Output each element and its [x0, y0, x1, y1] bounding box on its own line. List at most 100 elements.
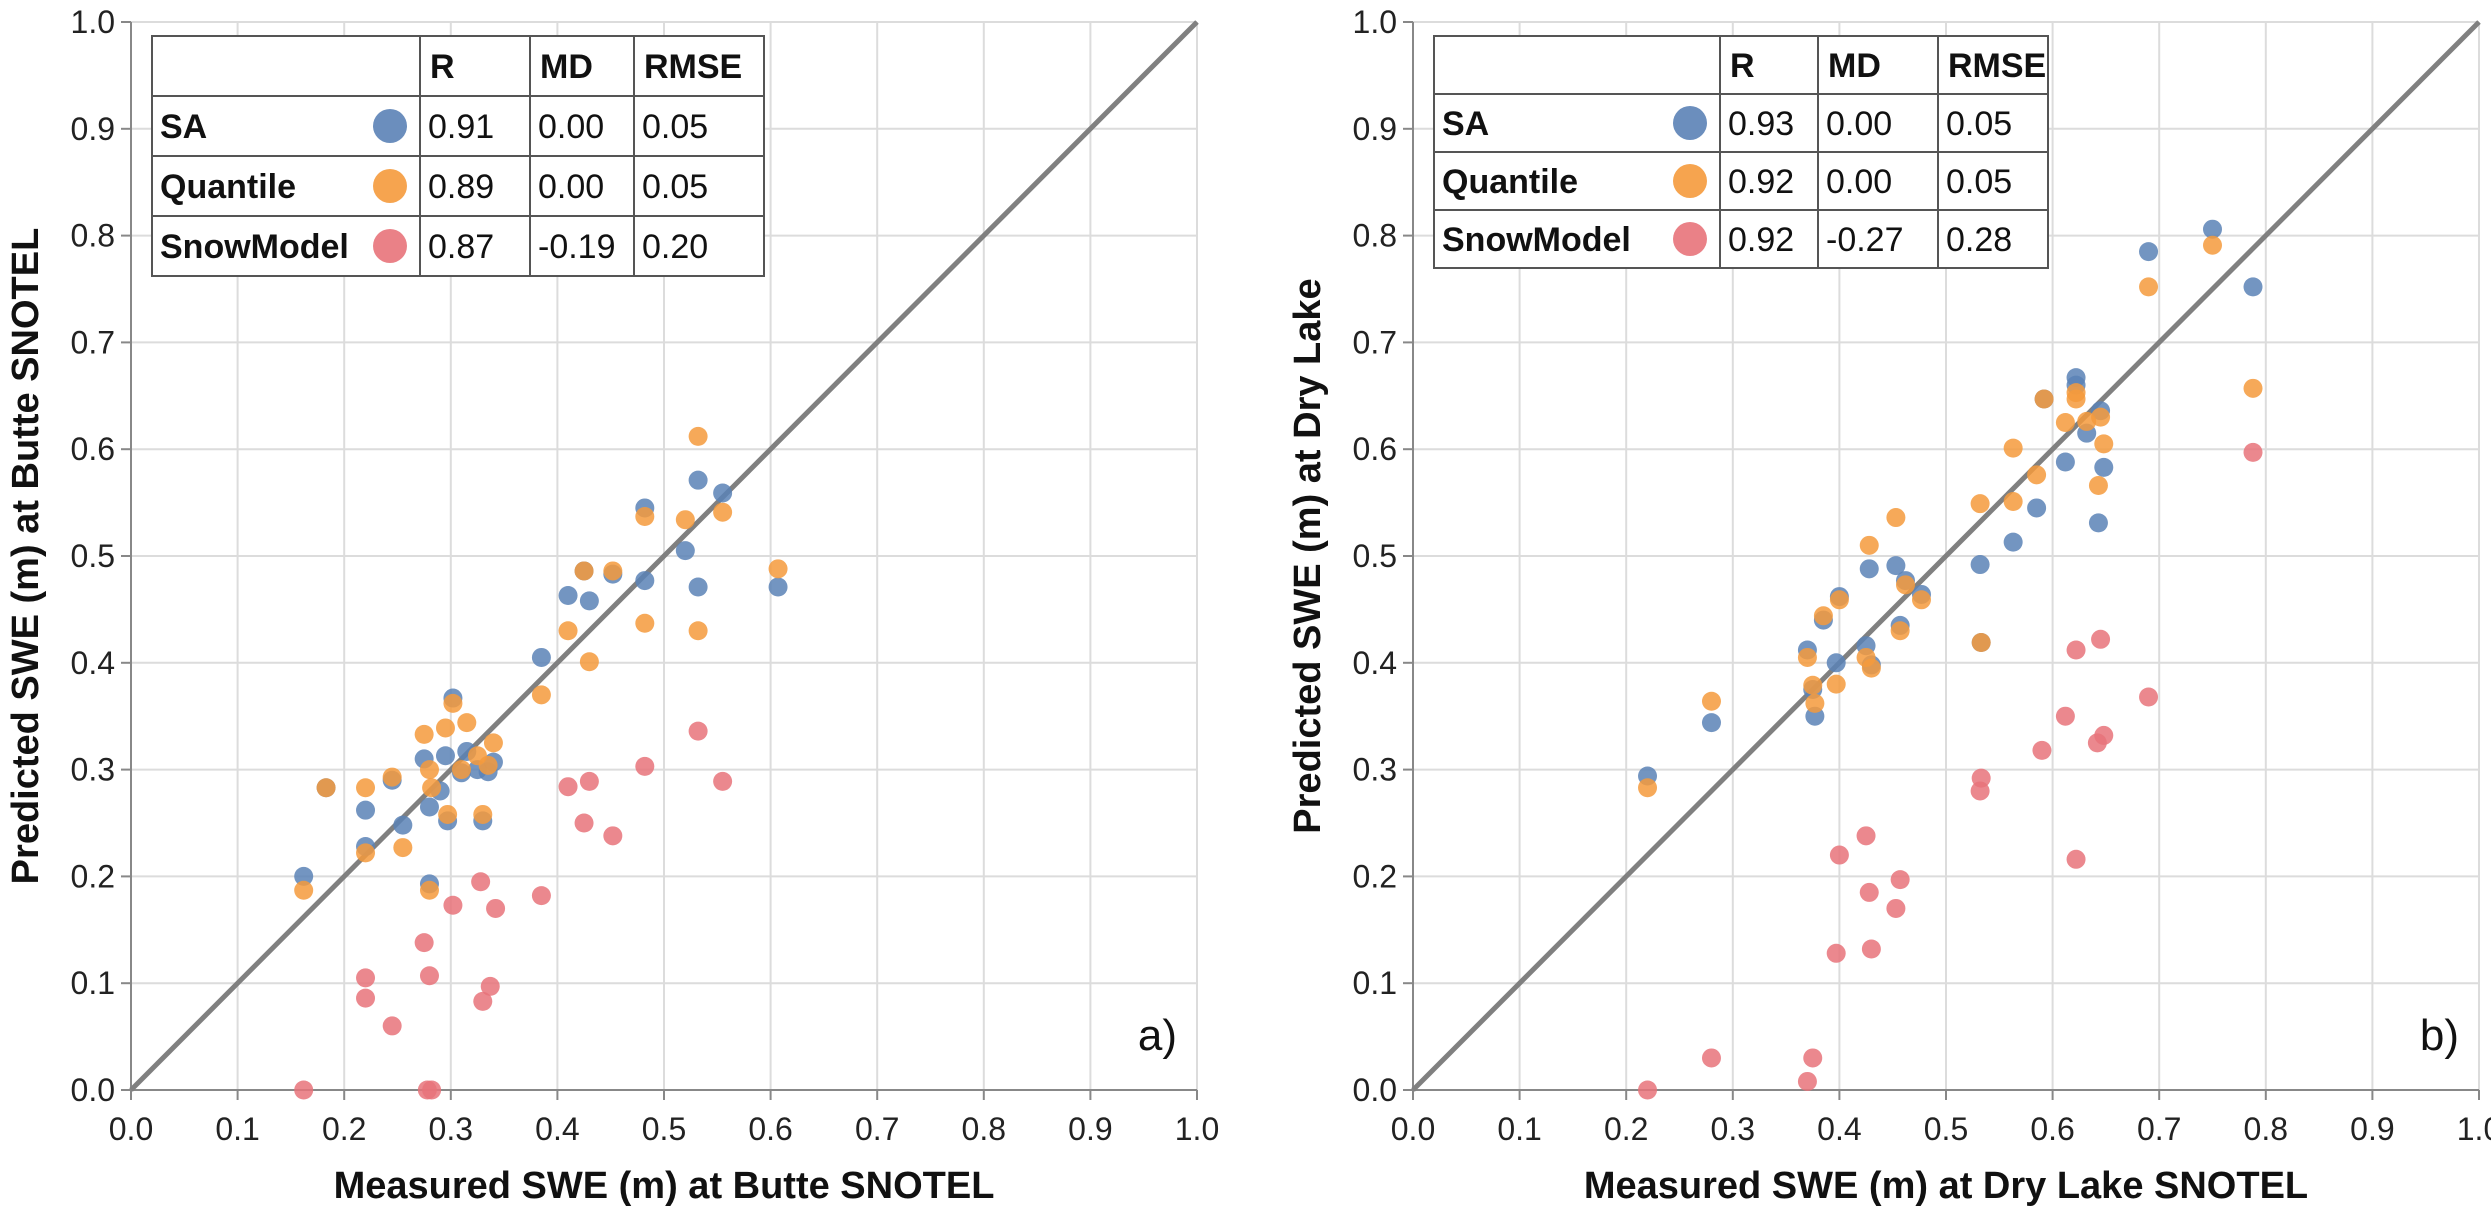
data-point	[2243, 277, 2263, 297]
series-quantile	[1638, 235, 2263, 798]
table-header: MD	[1828, 47, 1881, 85]
data-point	[635, 506, 655, 526]
legend-marker	[1673, 222, 1707, 256]
table-cell-rmse: 0.05	[1946, 163, 2012, 201]
y-tick-label: 0.1	[71, 965, 115, 1001]
y-tick-label: 0.8	[1353, 218, 1397, 254]
data-point	[2139, 277, 2159, 297]
x-tick-label: 0.9	[2350, 1111, 2394, 1147]
table-cell-r: 0.92	[1728, 221, 1794, 259]
data-point	[356, 843, 376, 863]
table-series-name: SA	[1442, 105, 1489, 143]
data-point	[531, 886, 551, 906]
data-point	[480, 976, 500, 996]
table-cell-r: 0.92	[1728, 163, 1794, 201]
data-point	[1911, 590, 1931, 610]
x-tick-label: 0.6	[748, 1111, 792, 1147]
data-point	[451, 760, 471, 780]
x-tick-label: 0.0	[109, 1111, 153, 1147]
series-quantile	[294, 426, 788, 900]
data-point	[688, 470, 708, 490]
data-point	[713, 771, 733, 791]
data-point	[2003, 438, 2023, 458]
data-point	[2055, 706, 2075, 726]
data-point	[473, 991, 493, 1011]
data-point	[558, 777, 578, 797]
one-to-one-line	[1411, 20, 2481, 1092]
table-cell-md: 0.00	[1826, 105, 1892, 143]
table-series-name: Quantile	[1442, 163, 1578, 201]
table-cell-rmse: 0.05	[642, 108, 708, 146]
data-point	[713, 483, 733, 503]
data-point	[574, 561, 594, 581]
data-point	[1638, 778, 1658, 798]
data-point	[1971, 633, 1991, 653]
x-tick-label: 0.6	[2030, 1111, 2074, 1147]
panel-label: a)	[1138, 1011, 1177, 1060]
x-tick-label: 0.1	[215, 1111, 259, 1147]
x-axis-title: Measured SWE (m) at Butte SNOTEL	[334, 1165, 995, 1207]
table-series-name: SA	[160, 108, 207, 146]
data-point	[635, 756, 655, 776]
data-point	[1813, 606, 1833, 626]
data-point	[1826, 674, 1846, 694]
table-header: RMSE	[644, 48, 742, 86]
data-point	[2203, 219, 2222, 239]
data-point	[1971, 768, 1991, 788]
data-point	[1886, 898, 1906, 918]
y-tick-label: 0.4	[71, 645, 115, 681]
data-point	[382, 1016, 402, 1036]
table-cell-r: 0.89	[428, 168, 494, 206]
data-point	[422, 1080, 442, 1100]
data-point	[1701, 713, 1721, 733]
table-cell-r: 0.93	[1728, 105, 1794, 143]
x-axis-title: Measured SWE (m) at Dry Lake SNOTEL	[1584, 1165, 2308, 1207]
y-axis-title: Predicted SWE (m) at Butte SNOTEL	[5, 228, 47, 885]
x-tick-label: 0.5	[642, 1111, 686, 1147]
y-tick-label: 0.5	[1353, 538, 1397, 574]
data-point	[1886, 508, 1906, 528]
data-point	[1701, 1048, 1721, 1068]
data-point	[579, 771, 599, 791]
data-point	[419, 760, 439, 780]
data-point	[443, 895, 463, 915]
data-point	[1638, 1080, 1658, 1100]
data-point	[2094, 725, 2114, 745]
data-point	[2034, 389, 2054, 409]
data-point	[579, 591, 599, 611]
data-point	[675, 510, 695, 530]
y-tick-label: 0.9	[71, 111, 115, 147]
data-point	[1970, 555, 1990, 575]
data-point	[2003, 532, 2023, 552]
data-point	[414, 724, 434, 744]
y-tick-label: 0.7	[71, 324, 115, 360]
data-point	[393, 815, 413, 835]
data-point	[688, 577, 708, 597]
y-tick-label: 0.6	[71, 431, 115, 467]
data-point	[382, 767, 402, 787]
table-series-name: SnowModel	[1442, 221, 1631, 259]
data-point	[2055, 413, 2075, 432]
data-point	[419, 880, 439, 900]
y-tick-label: 0.8	[71, 218, 115, 254]
legend-marker	[373, 229, 407, 263]
table-cell-rmse: 0.05	[642, 168, 708, 206]
data-point	[1861, 939, 1881, 959]
data-point	[1970, 494, 1990, 514]
legend-table: R MD RMSE SA 0.91 0.00 0.05 Quantile 0.89 0.00 0.0…	[151, 35, 765, 277]
y-tick-label: 0.0	[71, 1072, 115, 1108]
data-point	[579, 652, 599, 672]
data-point	[603, 826, 623, 846]
data-point	[478, 755, 498, 775]
table-cell-md: 0.00	[538, 168, 604, 206]
data-point	[1829, 590, 1849, 610]
table-cell-md: 0.00	[1826, 163, 1892, 201]
table-cell-md: -0.27	[1826, 221, 1904, 259]
data-point	[2094, 434, 2114, 454]
data-point	[2066, 849, 2086, 869]
data-point	[1803, 675, 1823, 695]
data-point	[435, 746, 455, 766]
series-snowmodel	[294, 721, 733, 1100]
table-header: R	[430, 48, 455, 86]
data-point	[483, 733, 503, 753]
